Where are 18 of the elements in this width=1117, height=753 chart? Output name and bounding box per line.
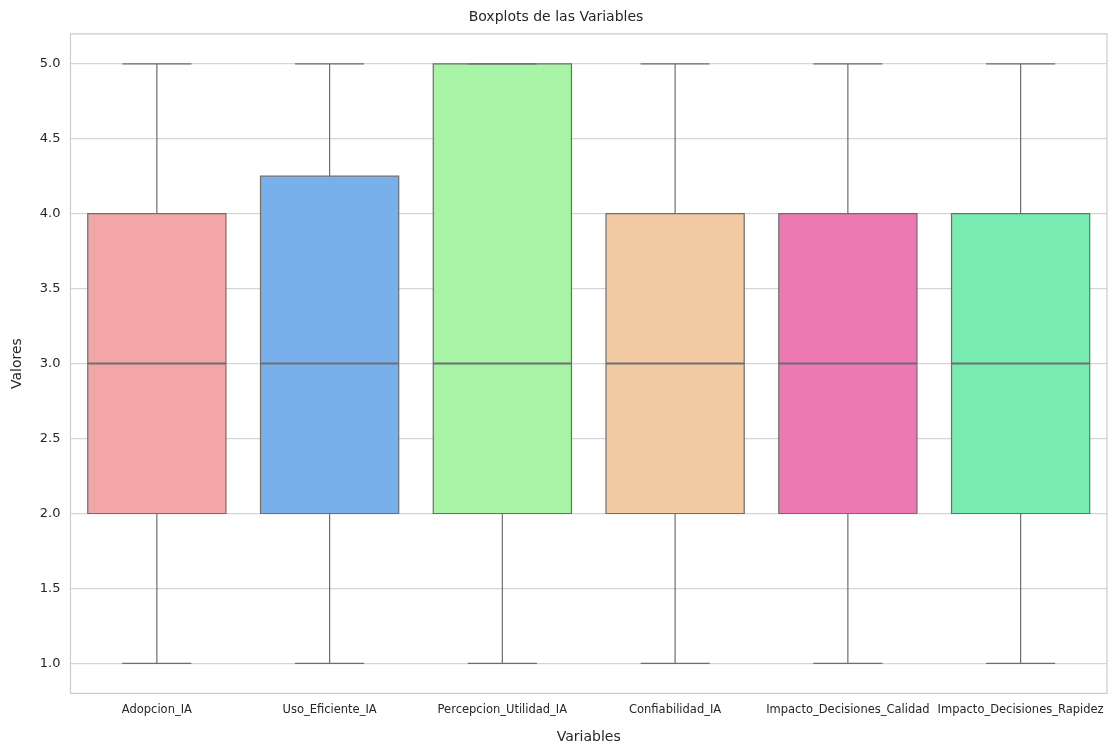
y-tick-label: 3.5 xyxy=(39,280,61,296)
x-tick-label: Uso_Eficiente_IA xyxy=(282,702,377,717)
x-tick-label: Confiabilidad_IA xyxy=(629,702,722,717)
y-tick-label: 1.0 xyxy=(39,654,61,670)
y-tick-label: 4.5 xyxy=(39,130,61,146)
x-axis-title: Variables xyxy=(556,728,621,745)
y-tick-label: 4.0 xyxy=(39,205,61,221)
y-axis-title: Valores xyxy=(8,338,25,390)
x-tick-label: Percepcion_Utilidad_IA xyxy=(437,702,568,717)
x-tick-label: Impacto_Decisiones_Rapidez xyxy=(937,702,1104,717)
y-tick-label: 3.0 xyxy=(39,354,61,370)
y-tick-label: 5.0 xyxy=(39,55,61,71)
chart-title: Boxplots de las Variables xyxy=(468,8,644,25)
y-tick-label: 2.0 xyxy=(39,504,61,520)
y-tick-label: 1.5 xyxy=(39,579,61,595)
y-tick-label: 2.5 xyxy=(39,429,61,445)
x-tick-label: Impacto_Decisiones_Calidad xyxy=(766,702,930,717)
x-tick-label: Adopcion_IA xyxy=(121,702,193,717)
